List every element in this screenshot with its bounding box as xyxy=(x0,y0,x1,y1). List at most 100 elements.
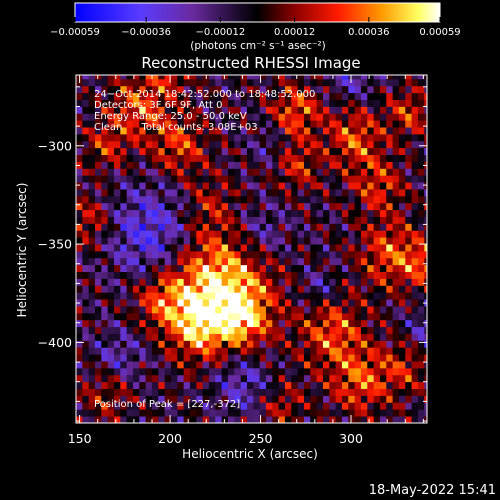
heatmap-cell xyxy=(227,306,235,314)
heatmap-cell xyxy=(354,285,362,293)
heatmap-cell xyxy=(177,299,185,307)
heatmap-cell xyxy=(329,216,337,224)
heatmap-cell xyxy=(265,120,273,128)
heatmap-cell xyxy=(348,230,356,238)
heatmap-cell xyxy=(164,175,172,183)
heatmap-cell xyxy=(183,182,191,190)
heatmap-cell xyxy=(424,216,427,224)
heatmap-cell xyxy=(82,182,90,190)
heatmap-cell xyxy=(253,237,261,245)
heatmap-cell xyxy=(227,127,235,135)
heatmap-cell xyxy=(272,374,280,383)
heatmap-cell xyxy=(183,244,191,252)
heatmap-cell xyxy=(411,154,419,162)
heatmap-cell xyxy=(170,326,178,334)
heatmap-cell xyxy=(272,175,280,183)
heatmap-cell xyxy=(164,85,172,94)
heatmap-cell xyxy=(360,154,368,162)
heatmap-cell xyxy=(392,85,400,94)
heatmap-cell xyxy=(101,333,109,341)
heatmap-cell xyxy=(272,92,280,100)
heatmap-cell xyxy=(240,230,248,238)
heatmap-cell xyxy=(221,106,229,114)
heatmap-cell xyxy=(278,85,286,94)
heatmap-cell xyxy=(329,361,337,369)
heatmap-cell xyxy=(120,99,128,107)
heatmap-cell xyxy=(120,312,128,321)
heatmap-cell xyxy=(120,106,128,114)
heatmap-cell xyxy=(120,175,128,183)
heatmap-cell xyxy=(398,168,406,176)
heatmap-cell xyxy=(392,168,400,176)
heatmap-cell xyxy=(411,195,419,204)
heatmap-cell xyxy=(145,85,153,94)
heatmap-cell xyxy=(341,333,349,341)
heatmap-cell xyxy=(88,147,96,156)
heatmap-cell xyxy=(329,374,337,383)
heatmap-cell xyxy=(196,216,204,224)
heatmap-cell xyxy=(341,209,349,217)
heatmap-cell xyxy=(76,402,83,410)
heatmap-cell xyxy=(329,209,337,217)
heatmap-cell xyxy=(170,354,178,362)
heatmap-cell xyxy=(367,147,375,156)
heatmap-cell xyxy=(316,237,324,245)
heatmap-cell xyxy=(101,367,109,376)
heatmap-cell xyxy=(253,99,261,107)
heatmap-cell xyxy=(284,230,292,238)
heatmap-cell xyxy=(348,209,356,217)
heatmap-cell xyxy=(82,202,90,211)
heatmap-cell xyxy=(139,133,147,142)
heatmap-cell xyxy=(183,127,191,135)
heatmap-cell xyxy=(246,85,254,94)
heatmap-cell xyxy=(88,168,96,176)
heatmap-cell xyxy=(278,75,286,80)
heatmap-cell xyxy=(335,395,343,403)
heatmap-cell xyxy=(215,395,223,403)
heatmap-cell xyxy=(335,175,343,183)
heatmap-cell xyxy=(113,388,121,396)
heatmap-cell xyxy=(208,195,216,204)
heatmap-cell xyxy=(208,250,216,259)
heatmap-cell xyxy=(386,319,394,328)
heatmap-cell xyxy=(322,92,330,100)
heatmap-cell xyxy=(265,361,273,369)
heatmap-cell xyxy=(405,120,413,128)
heatmap-cell xyxy=(208,306,216,314)
heatmap-cell xyxy=(246,161,254,169)
heatmap-cell xyxy=(329,161,337,169)
heatmap-cell xyxy=(367,127,375,135)
heatmap-cell xyxy=(208,381,216,389)
heatmap-cell xyxy=(373,409,381,417)
heatmap-cell xyxy=(164,381,172,389)
heatmap-cell xyxy=(367,347,375,355)
heatmap-cell xyxy=(411,395,419,403)
heatmap-cell xyxy=(424,85,427,94)
heatmap-cell xyxy=(367,223,375,231)
heatmap-cell xyxy=(392,395,400,403)
heatmap-cell xyxy=(158,127,166,135)
heatmap-cell xyxy=(278,216,286,224)
heatmap-cell xyxy=(329,299,337,307)
heatmap-cell xyxy=(392,99,400,107)
heatmap-cell xyxy=(386,278,394,286)
heatmap-cell xyxy=(76,271,83,279)
heatmap-cell xyxy=(310,326,318,334)
heatmap-cell xyxy=(316,257,324,266)
heatmap-cell xyxy=(259,347,267,355)
heatmap-cell xyxy=(202,133,210,142)
heatmap-cell xyxy=(113,340,121,348)
heatmap-cell xyxy=(126,333,134,341)
heatmap-cell xyxy=(411,209,419,217)
heatmap-cell xyxy=(113,230,121,238)
heatmap-cell xyxy=(215,374,223,383)
heatmap-cell xyxy=(322,223,330,231)
heatmap-cell xyxy=(215,367,223,376)
heatmap-cell xyxy=(126,381,134,389)
heatmap-cell xyxy=(95,230,102,238)
heatmap-cell xyxy=(392,230,400,238)
heatmap-cell xyxy=(367,402,375,410)
heatmap-cell xyxy=(335,306,343,314)
heatmap-cell xyxy=(126,147,134,156)
heatmap-cell xyxy=(284,388,292,396)
